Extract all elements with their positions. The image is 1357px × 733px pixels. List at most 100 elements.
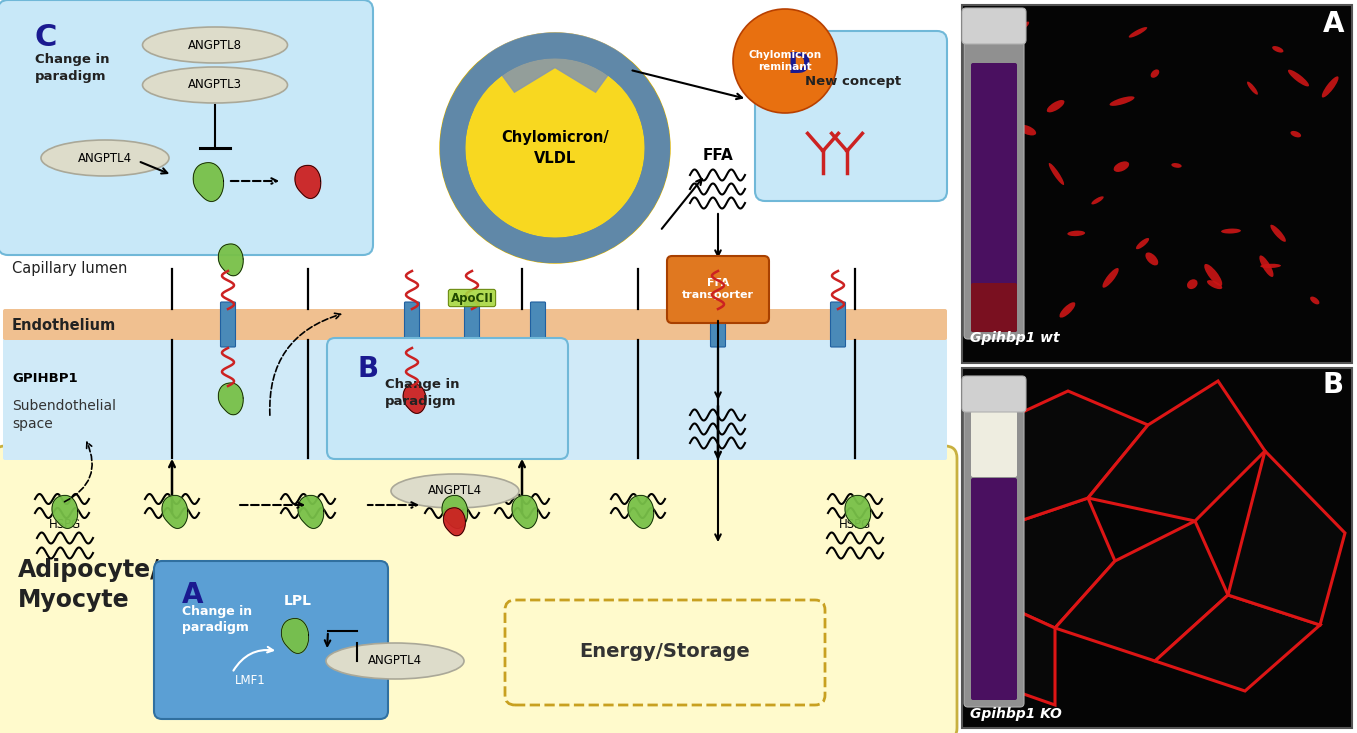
FancyBboxPatch shape: [972, 411, 1016, 477]
FancyBboxPatch shape: [0, 446, 957, 733]
Polygon shape: [218, 244, 243, 276]
Text: D: D: [788, 51, 811, 79]
Polygon shape: [1228, 451, 1345, 625]
Ellipse shape: [1288, 70, 1310, 86]
Text: Endothelium: Endothelium: [12, 317, 117, 333]
Ellipse shape: [1151, 70, 1159, 78]
Ellipse shape: [1272, 46, 1284, 53]
Circle shape: [733, 9, 837, 113]
Polygon shape: [281, 619, 308, 653]
Ellipse shape: [1187, 279, 1198, 289]
Text: Capillary lumen: Capillary lumen: [12, 260, 128, 276]
Polygon shape: [294, 166, 320, 199]
Ellipse shape: [1322, 76, 1338, 97]
FancyBboxPatch shape: [830, 302, 845, 347]
Text: Chylomicron
reminant: Chylomicron reminant: [749, 50, 821, 72]
Wedge shape: [440, 33, 670, 263]
FancyBboxPatch shape: [754, 31, 947, 201]
Text: ApoCII: ApoCII: [451, 292, 494, 304]
Text: Gpihbp1 wt: Gpihbp1 wt: [970, 331, 1060, 345]
FancyBboxPatch shape: [220, 302, 236, 347]
FancyBboxPatch shape: [972, 63, 1016, 332]
Polygon shape: [52, 496, 77, 528]
Polygon shape: [978, 593, 1054, 705]
FancyBboxPatch shape: [3, 336, 947, 460]
Ellipse shape: [1018, 21, 1029, 32]
Ellipse shape: [1270, 225, 1286, 242]
FancyBboxPatch shape: [327, 338, 569, 459]
Ellipse shape: [1145, 252, 1159, 265]
Ellipse shape: [1091, 196, 1103, 205]
FancyBboxPatch shape: [962, 376, 1026, 412]
Ellipse shape: [1171, 163, 1182, 168]
Text: FFA
transporter: FFA transporter: [683, 278, 754, 301]
Text: ANGPTL4: ANGPTL4: [368, 655, 422, 668]
Text: B: B: [358, 355, 379, 383]
Text: C: C: [35, 23, 57, 52]
Text: Gpihbp1 KO: Gpihbp1 KO: [970, 707, 1061, 721]
Text: Energy/Storage: Energy/Storage: [579, 643, 750, 661]
Text: GPIHBP1: GPIHBP1: [12, 372, 77, 385]
Text: A: A: [1323, 10, 1343, 38]
FancyBboxPatch shape: [531, 302, 546, 347]
Ellipse shape: [1206, 280, 1223, 289]
Polygon shape: [1054, 521, 1228, 661]
Text: New concept: New concept: [805, 75, 901, 88]
Text: HSPG: HSPG: [839, 518, 871, 531]
Polygon shape: [403, 384, 426, 413]
Ellipse shape: [1247, 81, 1258, 95]
Text: ANGPTL8: ANGPTL8: [189, 39, 242, 51]
FancyBboxPatch shape: [464, 302, 479, 347]
Text: ANGPTL4: ANGPTL4: [427, 485, 482, 498]
Text: Change in
paradigm: Change in paradigm: [385, 378, 460, 408]
Ellipse shape: [41, 140, 170, 176]
Ellipse shape: [1114, 161, 1129, 172]
Polygon shape: [512, 496, 537, 528]
FancyBboxPatch shape: [505, 600, 825, 705]
Text: HSPG: HSPG: [49, 518, 81, 531]
Polygon shape: [299, 496, 324, 528]
FancyBboxPatch shape: [962, 8, 1026, 44]
FancyBboxPatch shape: [668, 256, 769, 323]
Text: Change in
paradigm: Change in paradigm: [182, 605, 252, 635]
FancyBboxPatch shape: [0, 0, 373, 255]
FancyBboxPatch shape: [962, 5, 1352, 363]
Ellipse shape: [1102, 268, 1118, 288]
Polygon shape: [1155, 595, 1320, 691]
FancyBboxPatch shape: [962, 368, 1352, 728]
FancyBboxPatch shape: [153, 561, 388, 719]
Ellipse shape: [1204, 264, 1223, 286]
Polygon shape: [487, 33, 623, 92]
Ellipse shape: [1060, 302, 1075, 317]
Ellipse shape: [1310, 297, 1319, 304]
Text: Chylomicron/
VLDL: Chylomicron/ VLDL: [501, 130, 609, 166]
FancyBboxPatch shape: [3, 309, 947, 340]
Polygon shape: [1088, 381, 1265, 521]
Text: LMF1: LMF1: [235, 674, 266, 688]
Ellipse shape: [1259, 255, 1273, 277]
Ellipse shape: [1049, 163, 1064, 185]
Polygon shape: [988, 391, 1148, 525]
Text: Change in
paradigm: Change in paradigm: [35, 53, 110, 83]
Ellipse shape: [326, 643, 464, 679]
Ellipse shape: [1221, 229, 1240, 234]
FancyBboxPatch shape: [404, 302, 419, 347]
Ellipse shape: [1110, 96, 1134, 106]
Ellipse shape: [1068, 231, 1086, 236]
Ellipse shape: [1291, 131, 1301, 137]
Text: LPL: LPL: [284, 594, 312, 608]
Ellipse shape: [1018, 125, 1037, 136]
FancyBboxPatch shape: [972, 478, 1016, 700]
Text: B: B: [1323, 371, 1343, 399]
Ellipse shape: [1136, 238, 1149, 249]
Text: Adipocyte/
Myocyte: Adipocyte/ Myocyte: [18, 558, 160, 612]
Polygon shape: [978, 498, 1115, 628]
Polygon shape: [161, 496, 187, 528]
Text: FFA: FFA: [703, 147, 733, 163]
Polygon shape: [193, 163, 224, 202]
FancyBboxPatch shape: [963, 31, 1025, 339]
FancyBboxPatch shape: [972, 283, 1016, 332]
Text: ANGPTL3: ANGPTL3: [189, 78, 242, 92]
Polygon shape: [845, 496, 871, 528]
Ellipse shape: [1046, 100, 1064, 112]
